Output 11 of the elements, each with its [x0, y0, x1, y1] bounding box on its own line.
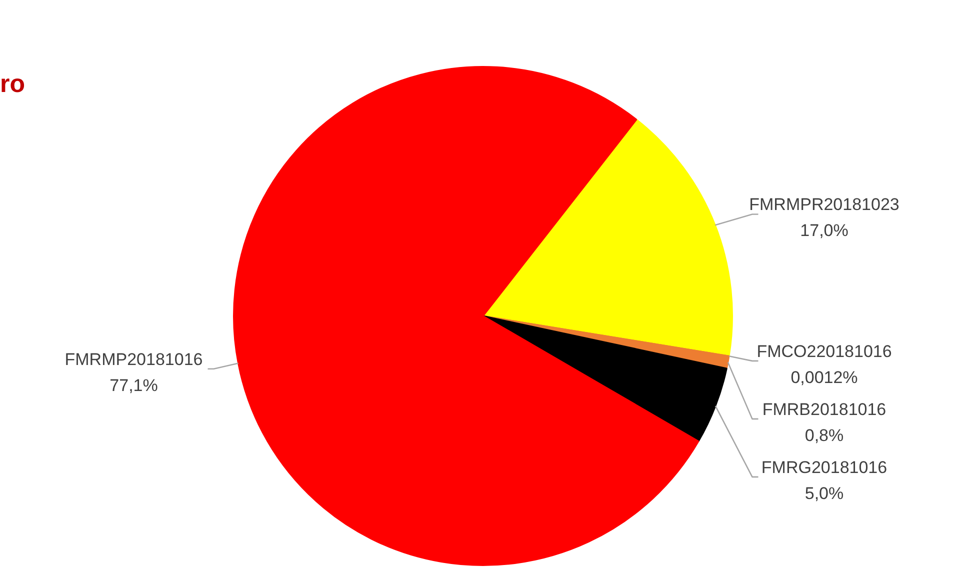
slice-label: FMRB20181016	[762, 400, 886, 419]
slice-label: FMRMPR20181023	[749, 195, 900, 214]
data-label: 5,0%	[804, 484, 844, 503]
slice-label: FMRMP20181016	[64, 350, 203, 369]
slice-label: FMCO220181016	[756, 342, 892, 361]
data-label: 0,0012%	[790, 368, 858, 387]
data-label: 77,1%	[110, 376, 158, 395]
data-label: 0,8%	[804, 426, 844, 445]
slice-label: FMRG20181016	[761, 458, 888, 477]
data-label: 17,0%	[800, 221, 848, 240]
chart-title: ro	[0, 70, 25, 99]
